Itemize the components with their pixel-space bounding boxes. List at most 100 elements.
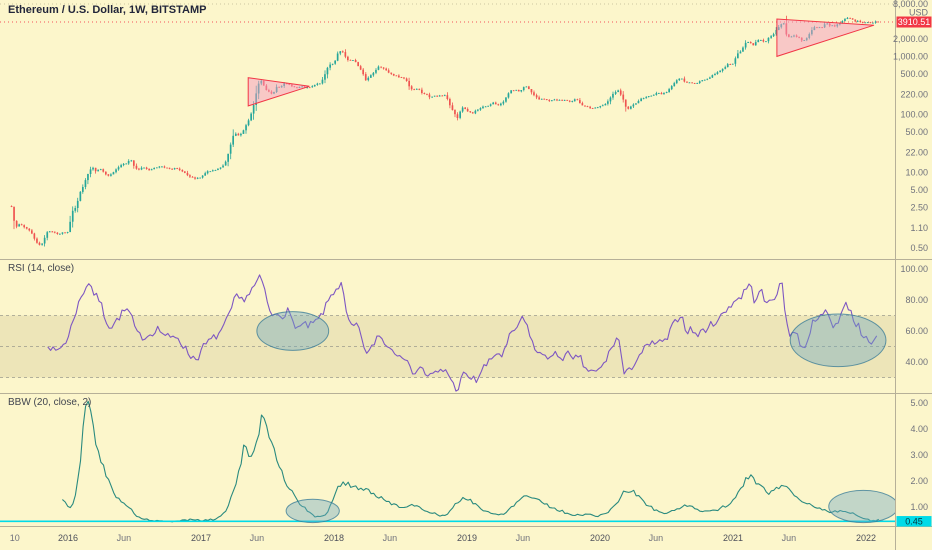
time-axis-label: 2017	[191, 533, 211, 543]
candle-body	[341, 51, 344, 53]
candle-body	[724, 67, 727, 69]
candle-body	[313, 85, 316, 87]
time-axis-label: 2022	[856, 533, 876, 543]
rsi-ellipse-annotation-2[interactable]	[789, 313, 887, 368]
candle-body	[135, 165, 138, 169]
candle-body	[731, 63, 734, 65]
candle-body	[647, 96, 650, 97]
rsi-ellipse-annotation-1[interactable]	[256, 311, 330, 351]
candle-body	[607, 101, 609, 104]
candle-body	[464, 107, 466, 109]
time-axis-label: 2021	[723, 533, 743, 543]
rsi-panel[interactable]	[0, 274, 896, 392]
candle-body	[161, 166, 163, 168]
candle-body	[545, 99, 548, 100]
candle-body	[551, 100, 553, 102]
pennant-2021-annotation[interactable]	[776, 18, 875, 58]
candle-body	[596, 107, 599, 109]
candle-body	[650, 95, 653, 97]
main-price-panel[interactable]	[0, 3, 896, 247]
candle-body	[721, 68, 724, 71]
candle-body	[122, 163, 125, 166]
price-tick-label: 1,000.00	[893, 51, 928, 61]
candle-body	[737, 53, 739, 59]
bbw-indicator-label[interactable]: BBW (20, close, 2)	[8, 397, 92, 408]
candle-body	[579, 100, 581, 104]
candle-body	[864, 22, 867, 24]
rsi-axis[interactable]: 100.00 80.00 60.00 40.00	[900, 264, 928, 367]
candle-body	[446, 95, 449, 99]
candle-body	[487, 105, 489, 107]
time-axis-label: Jun	[516, 533, 531, 543]
symbol-title[interactable]: Ethereum / U.S. Dollar, 1W, BITSTAMP	[8, 4, 207, 16]
candle-body	[716, 72, 719, 74]
candle-body	[191, 176, 194, 178]
candle-body	[471, 112, 474, 114]
candle-body	[566, 99, 569, 101]
price-axis[interactable]: 8,000.00 2,000.00 1,000.00 500.00 220.00 100.…	[893, 0, 932, 253]
candle-body	[660, 93, 663, 95]
candle-body	[469, 111, 472, 113]
candle-body	[663, 92, 665, 95]
bbw-axis[interactable]: 5.00 4.00 3.00 2.00 1.00 0.45	[896, 398, 932, 527]
candle-body	[428, 94, 431, 98]
price-tick-label: 1.10	[910, 223, 928, 233]
candle-body	[97, 170, 99, 172]
time-axis-label: Jun	[250, 533, 265, 543]
candle-body	[92, 167, 94, 170]
candle-body	[568, 100, 571, 102]
time-axis-label: Jun	[383, 533, 398, 543]
candle-body	[492, 102, 494, 105]
candle-body	[683, 78, 686, 82]
candle-body	[637, 101, 640, 104]
candle-body	[426, 93, 428, 95]
pennant-2017-annotation[interactable]	[247, 77, 310, 107]
candle-body	[558, 99, 561, 101]
candle-body	[854, 19, 857, 22]
candle-body	[370, 75, 372, 78]
candle-body	[354, 60, 357, 63]
price-tick-label: 100.00	[900, 109, 928, 119]
candle-body	[377, 66, 380, 70]
candle-body	[543, 98, 546, 100]
candle-body	[443, 95, 446, 97]
candle-body	[158, 166, 161, 168]
candle-body	[212, 170, 214, 172]
bbw-ellipse-annotation-1[interactable]	[285, 498, 340, 524]
candle-body	[548, 100, 551, 101]
bbw-tick-label: 4.00	[910, 424, 928, 434]
candle-body	[43, 237, 46, 244]
candle-body	[28, 228, 31, 231]
candle-body	[156, 167, 158, 169]
candle-body	[844, 18, 846, 22]
bbw-panel[interactable]	[0, 400, 898, 524]
candle-body	[196, 177, 199, 179]
candle-body	[326, 67, 329, 75]
candle-body	[624, 99, 627, 107]
time-axis[interactable]: 10 2016 Jun 2017 Jun 2018 Jun 2019 Jun 2020 Jun 202…	[10, 533, 876, 543]
candle-body	[20, 224, 23, 226]
bbw-ellipse-annotation-2[interactable]	[828, 489, 898, 524]
candle-body	[535, 95, 538, 98]
candle-body	[433, 95, 436, 97]
candle-body	[436, 95, 438, 97]
candle-body	[242, 130, 245, 134]
candle-body	[66, 232, 69, 233]
candle-body	[658, 93, 660, 94]
bbw-tick-label: 2.00	[910, 476, 928, 486]
candle-body	[632, 104, 635, 107]
candle-body	[418, 88, 421, 90]
rsi-indicator-label[interactable]: RSI (14, close)	[8, 263, 75, 274]
candle-body	[79, 191, 82, 201]
time-axis-label: 10	[10, 533, 20, 543]
candle-body	[765, 41, 767, 43]
candle-body	[726, 64, 729, 68]
candle-body	[171, 168, 173, 170]
candle-body	[166, 167, 168, 169]
candle-body	[140, 167, 143, 170]
candle-body	[235, 133, 237, 136]
candle-body	[500, 103, 502, 106]
